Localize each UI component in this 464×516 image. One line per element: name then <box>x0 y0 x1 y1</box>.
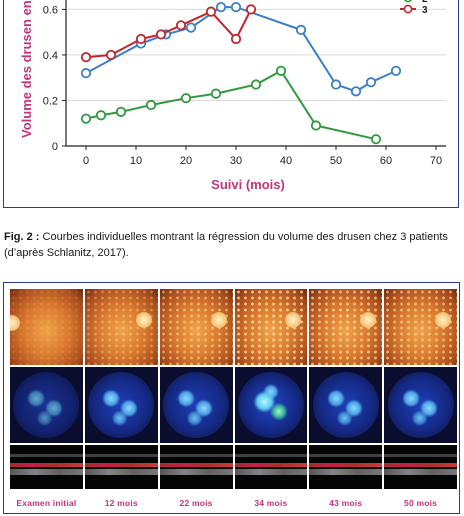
timepoint-label: 12 mois <box>104 498 138 508</box>
autofluorescence-image <box>384 367 457 443</box>
autofluorescence-image <box>234 367 308 443</box>
series-line <box>85 6 397 93</box>
data-point <box>350 86 362 97</box>
data-point <box>95 110 107 121</box>
autofluorescence-image <box>309 367 383 443</box>
x-tick-label: 0 <box>83 155 89 167</box>
timepoint-label: 22 mois <box>179 498 213 508</box>
data-point <box>175 20 187 31</box>
y-tick-label: 0 <box>52 141 58 153</box>
legend-marker <box>403 4 413 14</box>
data-point <box>215 2 227 13</box>
fundus-photo <box>234 289 308 365</box>
timepoint-label: 34 mois <box>254 498 288 508</box>
autofluorescence-image <box>10 367 83 443</box>
data-point <box>105 49 117 61</box>
x-tick-label: 30 <box>230 155 242 167</box>
y-tick-label: 0.4 <box>43 50 58 62</box>
fundus-photo <box>10 289 83 365</box>
imaging-grid <box>10 289 457 495</box>
data-point <box>295 24 307 35</box>
fundus-photo <box>384 289 457 365</box>
data-point <box>80 113 92 124</box>
legend-marker <box>404 0 412 3</box>
fundus-photo <box>309 289 383 365</box>
x-tick-label: 40 <box>280 155 292 167</box>
data-point <box>230 2 242 13</box>
timepoint-label: 43 mois <box>329 498 363 508</box>
data-point <box>180 93 192 104</box>
data-point <box>330 79 342 90</box>
data-point <box>115 106 127 117</box>
caption-label: Fig. 2 : <box>4 231 40 243</box>
x-tick-label: 10 <box>130 155 142 167</box>
oct-scan <box>234 445 308 489</box>
data-point <box>365 77 377 88</box>
data-point <box>80 68 92 79</box>
legend-label: 3 <box>422 5 428 16</box>
fundus-photo <box>84 289 158 365</box>
data-point <box>210 88 222 99</box>
x-tick-label: 60 <box>380 155 392 167</box>
x-tick-label: 50 <box>330 155 342 167</box>
data-point <box>370 134 382 145</box>
series-line <box>85 69 377 141</box>
timepoint-labels: Examen initial 12 mois 22 mois 34 mois 4… <box>10 498 457 508</box>
data-point <box>230 33 242 45</box>
y-axis-label: Volume des drusen en <box>19 0 34 138</box>
data-point <box>250 79 262 90</box>
x-tick-label: 70 <box>430 155 442 167</box>
timepoint-label: Examen initial <box>16 498 77 508</box>
imaging-figure: Examen initial 12 mois 22 mois 34 mois 4… <box>3 282 460 514</box>
oct-scan <box>10 445 83 489</box>
oct-scan <box>84 445 158 489</box>
data-point <box>145 99 157 111</box>
timepoint-label: 50 mois <box>404 498 438 508</box>
autofluorescence-image <box>84 367 158 443</box>
data-point <box>245 4 257 15</box>
data-point <box>310 120 322 131</box>
oct-scan <box>159 445 233 489</box>
y-tick-label: 0.2 <box>43 95 58 107</box>
line-chart: 0 0.2 0.4 0.6 0 10 20 30 40 50 60 70 Suivi (mois) Vol… <box>19 0 446 192</box>
legend-label: 2 <box>422 0 428 5</box>
series-line <box>85 8 252 59</box>
oct-scan <box>384 445 457 489</box>
oct-scan <box>309 445 383 489</box>
fundus-photo <box>159 289 233 365</box>
data-point <box>155 29 167 40</box>
caption-text: Courbes individuelles montrant la régres… <box>4 231 448 259</box>
figure-caption: Fig. 2 : Courbes individuelles montrant … <box>4 229 462 261</box>
x-axis-label: Suivi (mois) <box>211 177 285 192</box>
data-point <box>185 22 197 33</box>
chart-panel: 0 0.2 0.4 0.6 0 10 20 30 40 50 60 70 Suivi (mois) Vol… <box>3 0 459 208</box>
autofluorescence-image <box>159 367 233 443</box>
x-tick-label: 20 <box>180 155 192 167</box>
data-point <box>135 33 147 45</box>
data-point <box>275 65 287 76</box>
data-point <box>80 52 92 63</box>
data-point <box>390 65 402 76</box>
data-point <box>205 6 217 17</box>
y-tick-label: 0.6 <box>43 4 58 16</box>
